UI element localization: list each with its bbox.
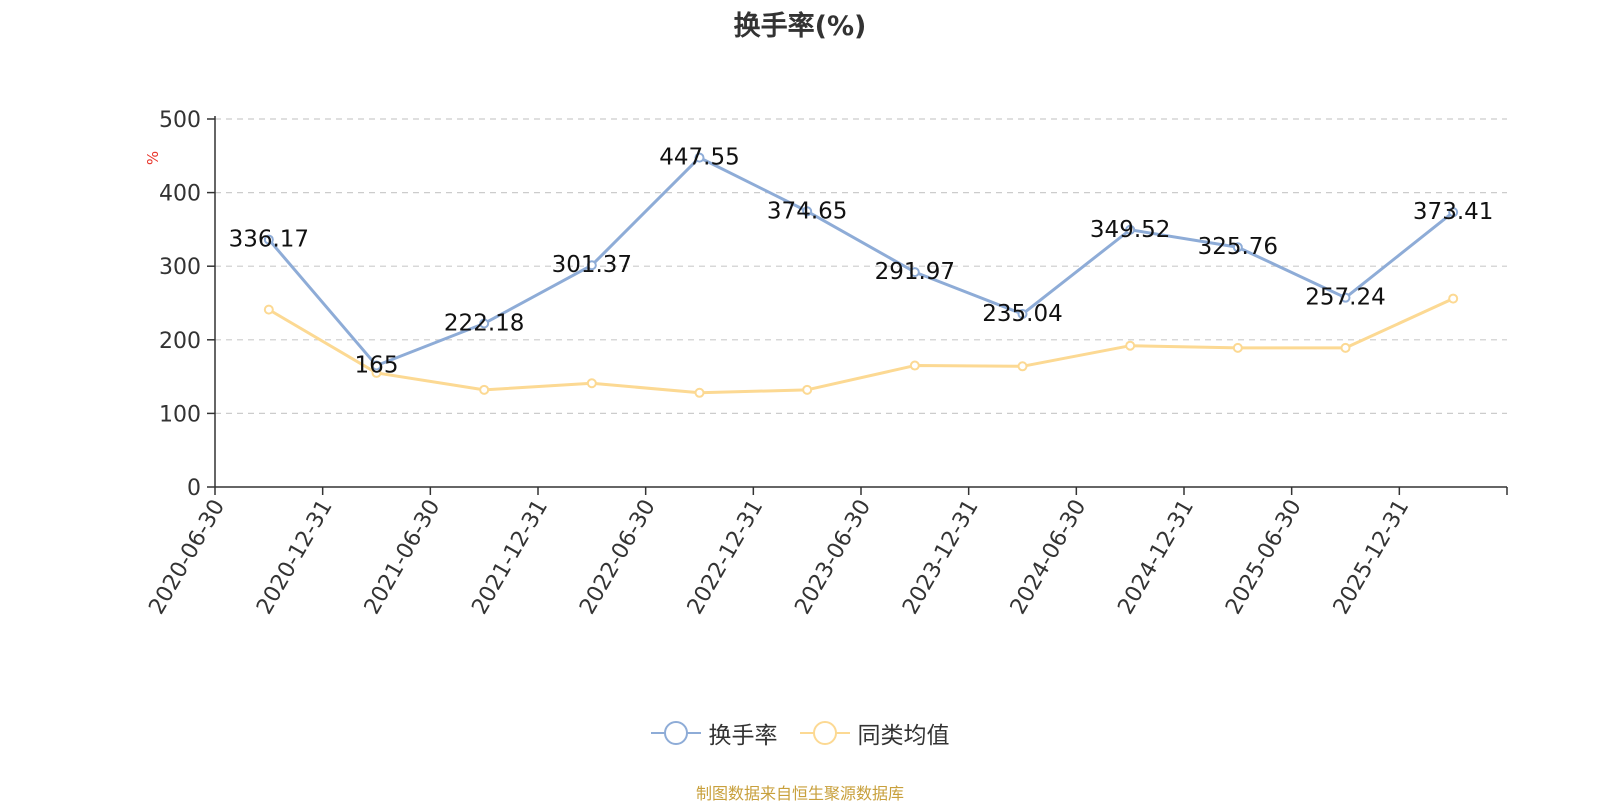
x-tick-label: 2025-06-30 [1221,496,1307,619]
data-label: 373.41 [1413,199,1493,225]
y-tick-label: 100 [159,402,201,427]
grid-lines [215,118,1507,414]
series-point-0 [1232,242,1243,253]
x-tick-label: 2024-06-30 [1006,496,1092,619]
series-point-0 [1125,224,1136,235]
series-point-1 [802,384,813,395]
x-tick-label: 2022-12-31 [683,496,769,619]
data-label: 235.04 [982,301,1062,327]
series-lines [263,152,1459,398]
series-point-1 [263,304,274,315]
data-label: 222.18 [444,310,524,336]
series-point-0 [479,318,490,329]
data-label: 336.17 [229,227,309,253]
series-point-1 [1448,293,1459,304]
x-tick-label: 2023-06-30 [790,496,876,619]
series-point-0 [909,267,920,278]
series-point-0 [1340,292,1351,303]
legend-item-turnover[interactable]: 换手率 [650,716,778,750]
data-label: 165 [355,353,399,379]
axes: 0 100 200 300 400 500% 2020-06-30 2020-12-31 202… [144,108,1508,619]
series-line-1 [268,297,1454,395]
data-label: 301.37 [552,252,632,278]
series-point-1 [586,378,597,389]
data-label: 374.65 [767,198,847,224]
series-point-0 [1017,309,1028,320]
series-point-1 [1125,340,1136,351]
legend: 换手率 同类均值 [0,716,1600,750]
y-tick-label: 300 [159,255,201,280]
y-tick-label: 400 [159,182,201,207]
series-point-1 [1340,342,1351,353]
series-point-0 [694,152,705,163]
x-tick-label: 2020-12-31 [252,496,338,619]
legend-marker-peer-average [799,721,850,745]
series-point-1 [479,384,490,395]
series-point-0 [371,360,382,371]
source-note: 制图数据来自恒生聚源数据库 [695,784,904,803]
x-tick-label: 2023-12-31 [898,496,984,619]
legend-label-peer-average: 同类均值 [857,723,950,749]
series-point-0 [1448,207,1459,218]
data-label: 325.76 [1198,234,1278,260]
series-point-1 [1232,342,1243,353]
data-label: 349.52 [1090,217,1170,243]
legend-item-peer-average[interactable]: 同类均值 [799,716,950,750]
x-tick-label: 2021-06-30 [360,496,446,619]
series-point-0 [263,234,274,245]
x-tick-label: 2022-06-30 [575,496,661,619]
series-point-1 [694,387,705,398]
series-line-0 [267,156,1455,368]
y-tick-label: 200 [159,329,201,354]
series-point-1 [909,360,920,371]
legend-label-turnover: 换手率 [708,723,778,749]
x-tick-label: 2024-12-31 [1113,496,1199,619]
chart-title: 换手率(%) [733,11,867,42]
data-labels: 336.17 165 222.18 301.37 447.55 374.65 291.97 2… [229,145,1494,379]
x-tick-label: 2021-12-31 [467,496,553,619]
series-point-0 [802,206,813,217]
y-axis-label: % [144,151,162,165]
y-tick-label: 500 [159,108,201,133]
y-tick-label: 0 [187,476,201,501]
x-tick-label: 2020-06-30 [144,496,230,619]
x-tick-label: 2025-12-31 [1329,496,1415,619]
series-point-1 [1017,361,1028,372]
data-label: 291.97 [875,259,955,285]
series-point-0 [586,260,597,271]
data-label: 257.24 [1305,285,1385,311]
data-label: 447.55 [659,145,739,171]
legend-marker-turnover [650,721,701,745]
